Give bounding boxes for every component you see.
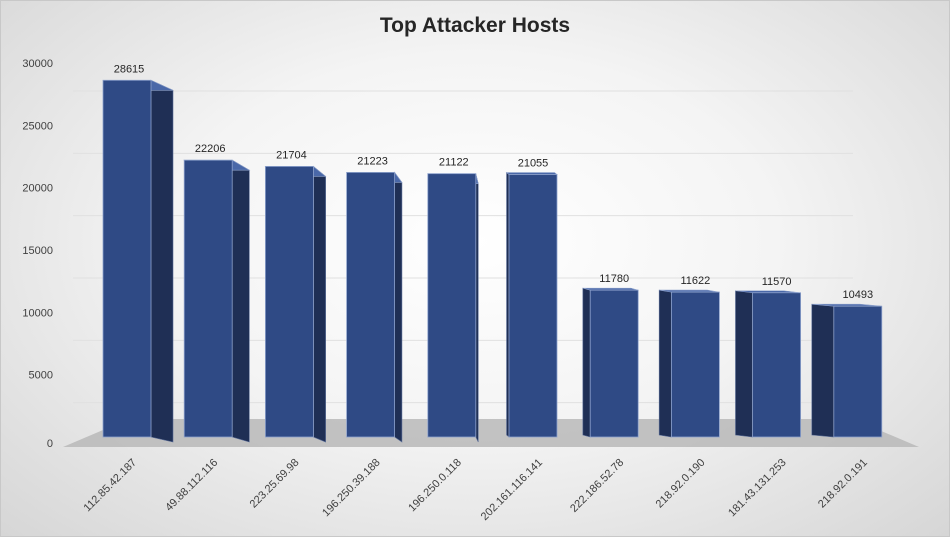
y-tick-label: 5000 — [29, 370, 53, 382]
data-label: 11780 — [599, 273, 629, 285]
bar — [264, 166, 314, 438]
chart-title: Top Attacker Hosts — [379, 14, 571, 37]
x-tick-label: 196.250.39.188 — [320, 457, 383, 520]
bar-side — [811, 303, 835, 438]
bar — [589, 289, 639, 438]
data-label: 28615 — [114, 63, 145, 75]
bar-side — [394, 171, 403, 443]
bar — [183, 159, 233, 438]
data-label: 11570 — [762, 276, 792, 288]
x-tick-label: 49.88.112.116 — [163, 457, 220, 514]
y-tick-label: 0 — [47, 438, 53, 450]
y-tick-label: 30000 — [22, 58, 53, 70]
x-tick-label: 196.250.0.118 — [406, 457, 464, 515]
data-label: 21055 — [518, 158, 549, 170]
x-tick-label: 218.92.0.190 — [654, 457, 708, 511]
bar-side — [313, 165, 326, 443]
bar — [752, 292, 801, 438]
bar — [508, 174, 558, 438]
y-tick-label: 20000 — [22, 183, 53, 195]
y-tick-label: 15000 — [22, 245, 53, 257]
bar-side — [658, 289, 672, 438]
y-tick-label: 25000 — [22, 120, 53, 132]
x-tick-label: 202.161.116.141 — [479, 457, 545, 523]
data-label: 11622 — [681, 275, 711, 287]
bar-side — [582, 287, 591, 438]
x-tick-label: 222.186.52.78 — [568, 457, 626, 515]
data-label: 21704 — [276, 149, 307, 161]
data-label: 22206 — [195, 143, 226, 155]
bar — [833, 305, 883, 438]
bar-side — [231, 159, 250, 443]
bar — [427, 173, 477, 438]
bar-side — [735, 290, 753, 438]
y-tick-label: 10000 — [22, 307, 53, 319]
data-label: 21223 — [357, 155, 388, 167]
data-label: 21122 — [439, 157, 469, 169]
data-label: 10493 — [843, 289, 874, 301]
x-tick-label: 112.85.42.187 — [81, 457, 139, 515]
x-tick-label: 223.25.69.98 — [248, 457, 302, 511]
bar — [671, 291, 720, 438]
bar — [102, 79, 152, 438]
bar — [346, 172, 396, 438]
bar-side — [150, 79, 174, 443]
x-tick-label: 181.43.131.253 — [726, 457, 789, 520]
x-tick-label: 218.92.0.191 — [816, 457, 870, 511]
